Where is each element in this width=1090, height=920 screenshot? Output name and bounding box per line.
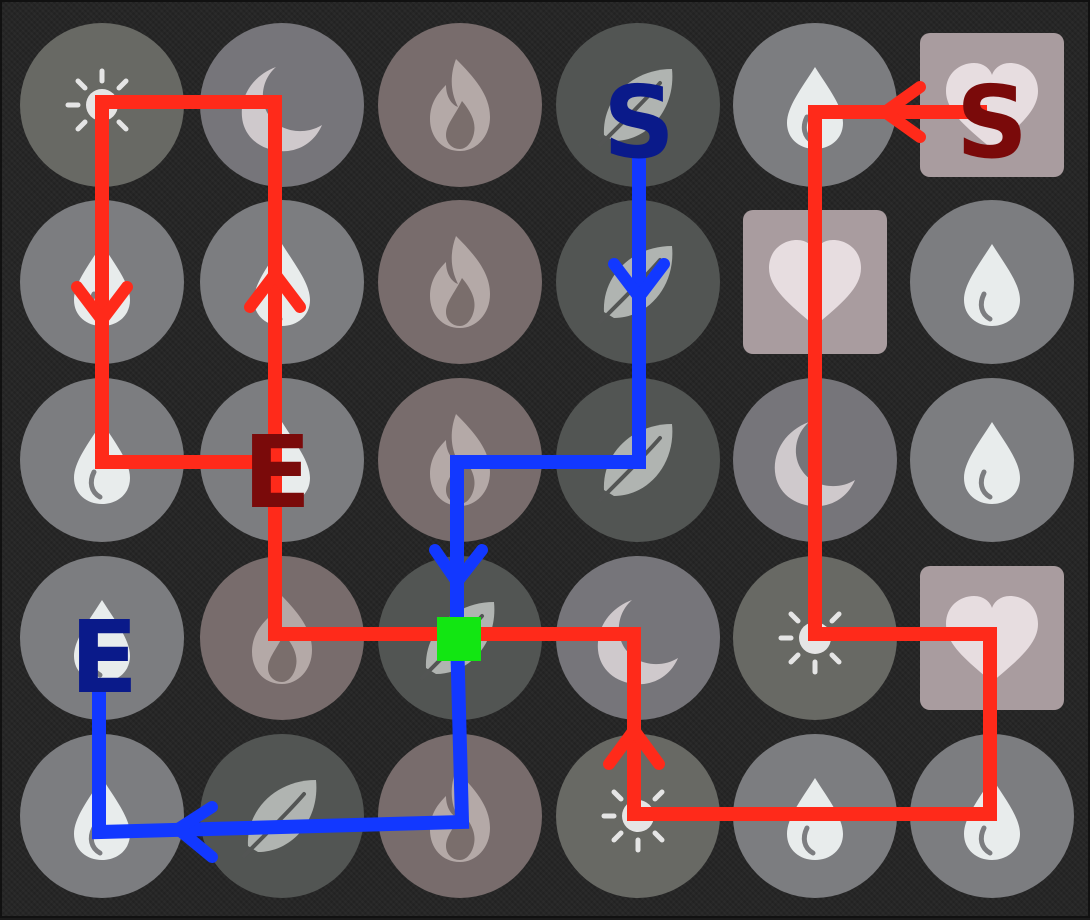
- tile-leaf[interactable]: [556, 23, 720, 187]
- red-arrow-top-right: [879, 81, 926, 143]
- red-start-label: S: [956, 64, 1028, 181]
- red-path: [71, 81, 997, 821]
- path-junction-marker: [437, 617, 481, 661]
- tile-heart[interactable]: [920, 33, 1064, 177]
- blue-end-label: E: [70, 599, 138, 716]
- tile-water[interactable]: [910, 378, 1074, 542]
- blue-arrow-down-col3: [608, 258, 670, 303]
- red-end-label: E: [243, 414, 311, 531]
- red-arrow-up-bottom: [603, 724, 665, 770]
- blue-arrow-left-bottom: [172, 801, 218, 863]
- tile-water[interactable]: [910, 200, 1074, 364]
- blue-start-label: S: [603, 64, 675, 181]
- tile-leaf[interactable]: [200, 734, 364, 898]
- red-arrow-down-col0: [71, 281, 133, 326]
- red-arrow-up-col1: [244, 268, 306, 313]
- tile-water[interactable]: [20, 556, 184, 720]
- tile-fire[interactable]: [378, 23, 542, 187]
- blue-arrow-down-col2: [429, 544, 488, 588]
- tile-fire[interactable]: [378, 200, 542, 364]
